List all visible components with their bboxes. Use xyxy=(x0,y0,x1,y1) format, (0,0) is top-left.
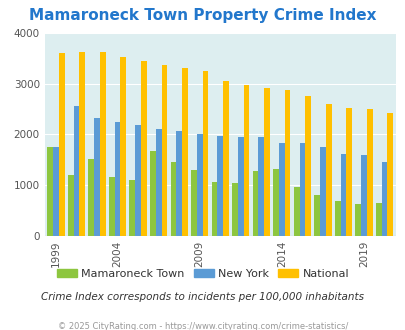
Bar xyxy=(354,204,360,236)
Bar xyxy=(150,151,156,236)
Bar xyxy=(156,129,161,236)
Bar xyxy=(232,183,237,236)
Bar xyxy=(217,136,223,236)
Bar xyxy=(211,182,217,236)
Bar xyxy=(313,195,319,236)
Bar xyxy=(114,122,120,236)
Bar xyxy=(258,137,264,236)
Bar xyxy=(360,155,366,236)
Bar xyxy=(191,170,196,236)
Bar xyxy=(161,65,167,236)
Bar xyxy=(264,88,269,236)
Text: Mamaroneck Town Property Crime Index: Mamaroneck Town Property Crime Index xyxy=(29,8,376,23)
Bar xyxy=(252,171,258,236)
Text: © 2025 CityRating.com - https://www.cityrating.com/crime-statistics/: © 2025 CityRating.com - https://www.city… xyxy=(58,322,347,330)
Bar xyxy=(88,159,94,236)
Bar xyxy=(345,108,351,236)
Bar xyxy=(68,175,73,236)
Bar xyxy=(223,81,228,236)
Bar xyxy=(79,52,85,236)
Text: Crime Index corresponds to incidents per 100,000 inhabitants: Crime Index corresponds to incidents per… xyxy=(41,292,364,302)
Bar xyxy=(375,203,381,236)
Legend: Mamaroneck Town, New York, National: Mamaroneck Town, New York, National xyxy=(52,265,353,283)
Bar xyxy=(325,104,331,236)
Bar xyxy=(305,96,310,236)
Bar xyxy=(53,147,59,236)
Bar xyxy=(381,162,386,236)
Bar xyxy=(237,137,243,236)
Bar xyxy=(94,118,100,236)
Bar xyxy=(100,52,105,236)
Bar xyxy=(334,201,340,236)
Bar xyxy=(340,154,345,236)
Bar xyxy=(73,106,79,236)
Bar xyxy=(366,109,372,236)
Bar xyxy=(59,53,64,236)
Bar xyxy=(299,143,305,236)
Bar xyxy=(47,147,53,236)
Bar xyxy=(135,125,141,236)
Bar xyxy=(141,61,146,236)
Bar xyxy=(120,57,126,236)
Bar xyxy=(170,162,176,236)
Bar xyxy=(273,169,278,236)
Bar xyxy=(129,180,135,236)
Bar xyxy=(319,147,325,236)
Bar xyxy=(196,134,202,236)
Bar xyxy=(293,187,299,236)
Bar xyxy=(243,85,249,236)
Bar xyxy=(278,143,284,236)
Bar xyxy=(386,113,392,236)
Bar xyxy=(202,71,208,236)
Bar xyxy=(181,68,188,236)
Bar xyxy=(284,90,290,236)
Bar xyxy=(176,131,181,236)
Bar xyxy=(109,177,114,236)
